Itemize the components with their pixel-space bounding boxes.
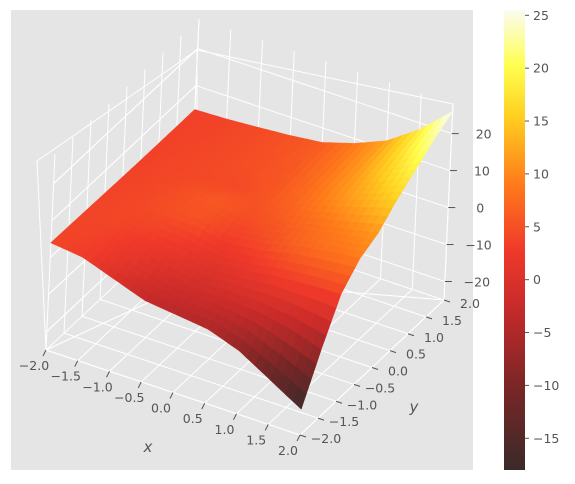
x-tick-mark bbox=[42, 349, 47, 357]
y-tick-label: 2.0 bbox=[460, 296, 480, 311]
x-tick-label: −1.5 bbox=[51, 369, 81, 384]
y-tick-mark bbox=[389, 350, 397, 354]
x-tick-label: −1.0 bbox=[82, 379, 112, 394]
x-axis-title: x bbox=[143, 438, 153, 456]
y-tick-label: −1.0 bbox=[347, 397, 377, 412]
y-tick-label: −0.5 bbox=[365, 380, 395, 395]
colorbar-tick-label: 25 bbox=[533, 8, 549, 23]
y-tick-label: 1.5 bbox=[442, 313, 462, 328]
z-tick-label: 20 bbox=[476, 127, 492, 142]
colorbar-tick-label: 10 bbox=[533, 166, 549, 181]
x-tick-label: 2.0 bbox=[278, 443, 298, 458]
colorbar-tick-label: −15 bbox=[533, 431, 559, 446]
colorbar-ticks: −15 −10 −5 0 5 10 15 20 25 bbox=[525, 8, 559, 446]
y-tick-mark bbox=[443, 299, 451, 303]
colorbar-tick-label: 5 bbox=[533, 219, 541, 234]
y-axis-title: y bbox=[409, 398, 420, 416]
x-tick-label: 1.0 bbox=[215, 422, 235, 437]
y-tick-label: 1.0 bbox=[424, 330, 444, 345]
z-tick-label: 10 bbox=[474, 164, 490, 179]
x-tick-mark bbox=[137, 381, 142, 389]
x-tick-label: 0.5 bbox=[183, 411, 203, 426]
colorbar bbox=[504, 10, 525, 470]
x-tick-label: −0.5 bbox=[114, 390, 144, 405]
colorbar-tick-label: −10 bbox=[533, 378, 559, 393]
y-tick-mark bbox=[407, 333, 415, 337]
surface bbox=[50, 109, 453, 410]
y-tick-label: −1.5 bbox=[329, 414, 359, 429]
gridline-z bbox=[53, 48, 198, 184]
y-tick-label: −2.0 bbox=[311, 431, 341, 446]
colorbar-tick-label: −5 bbox=[533, 325, 551, 340]
y-tick-mark bbox=[317, 417, 325, 421]
y-tick-mark bbox=[425, 316, 433, 320]
x-tick-mark bbox=[106, 371, 110, 378]
z-tick-label: 0 bbox=[476, 201, 484, 216]
y-tick-label: 0.0 bbox=[388, 364, 408, 379]
colorbar-tick-label: 15 bbox=[533, 114, 549, 129]
x-tick-mark bbox=[264, 424, 269, 431]
x-tick-mark bbox=[169, 392, 174, 399]
axis-ticks: −2.0−1.5−1.0−0.50.00.51.01.52.0−2.0−1.5−… bbox=[19, 127, 492, 458]
x-tick-label: −2.0 bbox=[19, 358, 49, 373]
gridline-y bbox=[81, 120, 337, 402]
gridline-z bbox=[51, 85, 197, 221]
y-tick-mark bbox=[299, 434, 307, 438]
y-tick-mark bbox=[353, 383, 361, 387]
x-tick-mark bbox=[233, 413, 237, 420]
y-tick-mark bbox=[335, 400, 343, 404]
gridline-y bbox=[63, 137, 319, 419]
y-tick-label: 0.5 bbox=[406, 347, 426, 362]
x-tick-label: 0.0 bbox=[151, 401, 171, 416]
colorbar-tick-label: 0 bbox=[533, 272, 541, 287]
x-tick-mark bbox=[74, 360, 79, 367]
x-tick-mark bbox=[296, 434, 301, 442]
colorbar-tick-label: 20 bbox=[533, 61, 549, 76]
x-tick-label: 1.5 bbox=[246, 432, 266, 447]
z-tick-label: −20 bbox=[464, 275, 490, 290]
x-tick-mark bbox=[201, 402, 206, 410]
z-tick-label: −10 bbox=[465, 238, 491, 253]
y-tick-mark bbox=[371, 367, 379, 370]
surface-patch bbox=[293, 386, 307, 410]
